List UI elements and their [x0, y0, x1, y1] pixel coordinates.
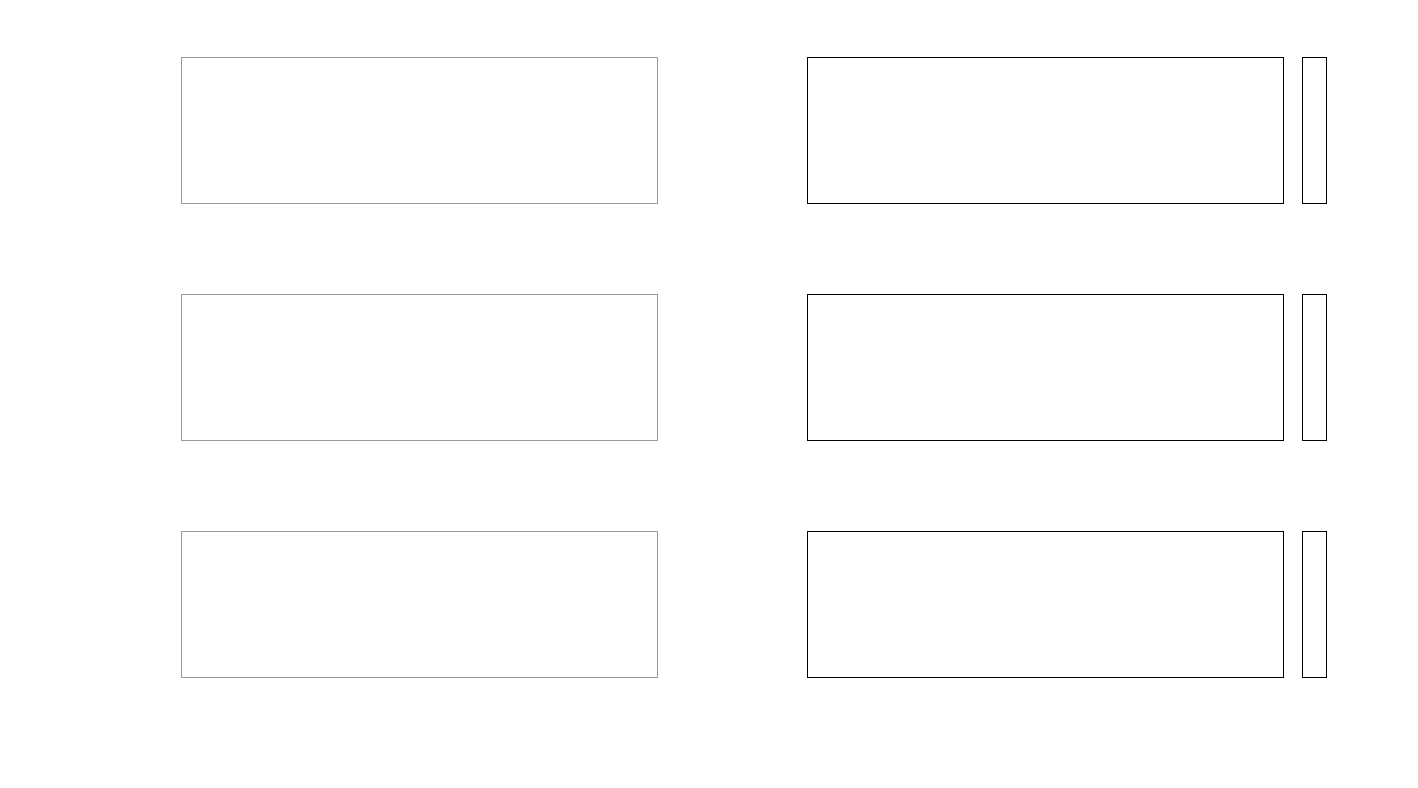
colorbar-gradient-canvas	[1303, 58, 1326, 203]
y-series-plot-canvas	[182, 295, 657, 440]
colorbar-gradient-canvas	[1303, 532, 1326, 677]
pc5-spectrogram-y-canvas	[808, 295, 1283, 440]
filtered-series-x-panel	[181, 57, 658, 204]
wavelet-power-y-panel	[807, 294, 1284, 441]
z-series-plot-canvas	[182, 532, 657, 677]
filtered-series-z-panel	[181, 531, 658, 678]
colorbar-x	[1302, 57, 1327, 204]
pc5-spectrogram-z-canvas	[808, 532, 1283, 677]
x-series-plot-canvas	[182, 58, 657, 203]
wavelet-power-x-panel	[807, 57, 1284, 204]
filtered-series-y-panel	[181, 294, 658, 441]
wavelet-power-z-panel	[807, 531, 1284, 678]
pc5-spectrogram-x-canvas	[808, 58, 1283, 203]
colorbar-y	[1302, 294, 1327, 441]
colorbar-z	[1302, 531, 1327, 678]
colorbar-gradient-canvas	[1303, 295, 1326, 440]
